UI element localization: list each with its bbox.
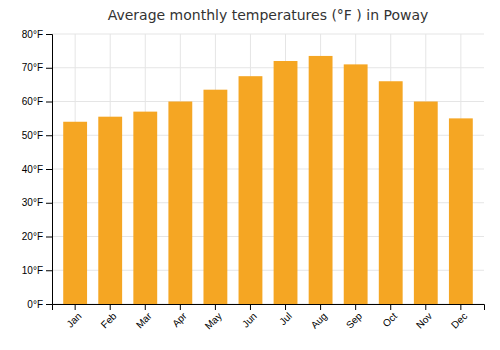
tick: 20°F xyxy=(22,231,52,242)
tick: Sep xyxy=(344,304,365,331)
bar xyxy=(63,122,87,304)
tick-mark xyxy=(46,102,52,103)
tick-label: Aug xyxy=(309,310,329,330)
bar xyxy=(309,56,333,304)
tick-mark xyxy=(46,203,52,204)
tick: Dec xyxy=(449,304,469,331)
bar xyxy=(168,102,192,305)
tick: Jun xyxy=(240,304,259,330)
grid-line xyxy=(52,34,484,35)
tick-label: Jun xyxy=(240,310,259,329)
tick: 80°F xyxy=(22,29,52,40)
tick-label: Oct xyxy=(380,310,399,329)
bar xyxy=(379,81,403,304)
tick-mark xyxy=(46,68,52,69)
tick: Nov xyxy=(414,304,434,331)
tick-label: May xyxy=(203,310,224,331)
tick: 60°F xyxy=(22,96,52,107)
tick-mark xyxy=(46,135,52,136)
tick: Jan xyxy=(64,304,83,330)
tick-mark xyxy=(46,237,52,238)
tick-mark xyxy=(250,304,251,310)
tick-label: 80°F xyxy=(22,29,43,40)
grid-line xyxy=(52,67,484,68)
tick: 70°F xyxy=(22,62,52,73)
chart: 0°F 10°F 20°F 30°F 40°F 50°F 60°F 70°F 80°F Jan Fe… xyxy=(0,0,500,350)
tick-mark xyxy=(145,304,146,310)
bar xyxy=(344,64,368,304)
tick-mark xyxy=(180,304,181,310)
tick-label: Apr xyxy=(170,310,189,329)
tick: 10°F xyxy=(22,265,52,276)
bar xyxy=(449,118,473,304)
tick-mark xyxy=(460,304,461,310)
bar xyxy=(274,61,298,304)
bar xyxy=(203,90,227,304)
title: Average monthly temperatures (°F ) in Po… xyxy=(108,7,429,23)
tick-label: 30°F xyxy=(22,197,43,208)
tick: 30°F xyxy=(22,197,52,208)
plot: 0°F 10°F 20°F 30°F 40°F 50°F 60°F 70°F 80°F Jan Fe… xyxy=(22,29,485,332)
tick: Aug xyxy=(309,304,329,331)
tick-mark xyxy=(46,169,52,170)
tick-mark xyxy=(75,304,76,310)
bar xyxy=(98,117,122,304)
tick: Oct xyxy=(380,304,399,329)
tick-mark xyxy=(425,304,426,310)
tick-label: Jul xyxy=(277,310,294,327)
tick-label: Jan xyxy=(64,310,83,329)
tick-mark xyxy=(46,34,52,35)
tick-label: Sep xyxy=(344,310,365,331)
grid xyxy=(52,34,484,304)
tick: 40°F xyxy=(22,164,52,175)
tick-mark xyxy=(320,304,321,310)
tick-label: Nov xyxy=(414,310,434,330)
tick: 0°F xyxy=(27,299,52,310)
tick-label: 20°F xyxy=(22,231,43,242)
tick-label: 70°F xyxy=(22,62,43,73)
tick-label: Dec xyxy=(449,310,469,330)
tick-mark xyxy=(390,304,391,310)
tick-label: Mar xyxy=(134,310,154,330)
bars xyxy=(63,56,473,304)
tick-mark xyxy=(355,304,356,310)
tick-label: 10°F xyxy=(22,265,43,276)
tick-label: 0°F xyxy=(27,299,43,310)
tick-mark xyxy=(285,304,286,310)
y-axis: 0°F 10°F 20°F 30°F 40°F 50°F 60°F 70°F 80°F xyxy=(22,29,53,310)
tick: Feb xyxy=(99,304,119,330)
bar xyxy=(133,112,157,304)
tick: Mar xyxy=(134,304,154,330)
tick: Apr xyxy=(170,304,189,329)
tick-label: 40°F xyxy=(22,164,43,175)
axis-line xyxy=(46,35,53,305)
tick-label: 60°F xyxy=(22,96,43,107)
tick-mark xyxy=(46,304,52,305)
tick-mark xyxy=(215,304,216,310)
bar xyxy=(414,102,438,305)
bar xyxy=(239,76,263,304)
tick-label: 50°F xyxy=(22,130,43,141)
tick-label: Feb xyxy=(99,310,119,330)
tick-mark xyxy=(46,270,52,271)
axis-line xyxy=(53,305,485,311)
tick-mark xyxy=(110,304,111,310)
tick: Jul xyxy=(277,304,294,327)
x-axis: Jan Feb Mar Apr May Jun Jul Aug Sep Oct Nov Dec xyxy=(53,304,485,332)
tick: May xyxy=(203,304,224,332)
tick: 50°F xyxy=(22,130,52,141)
